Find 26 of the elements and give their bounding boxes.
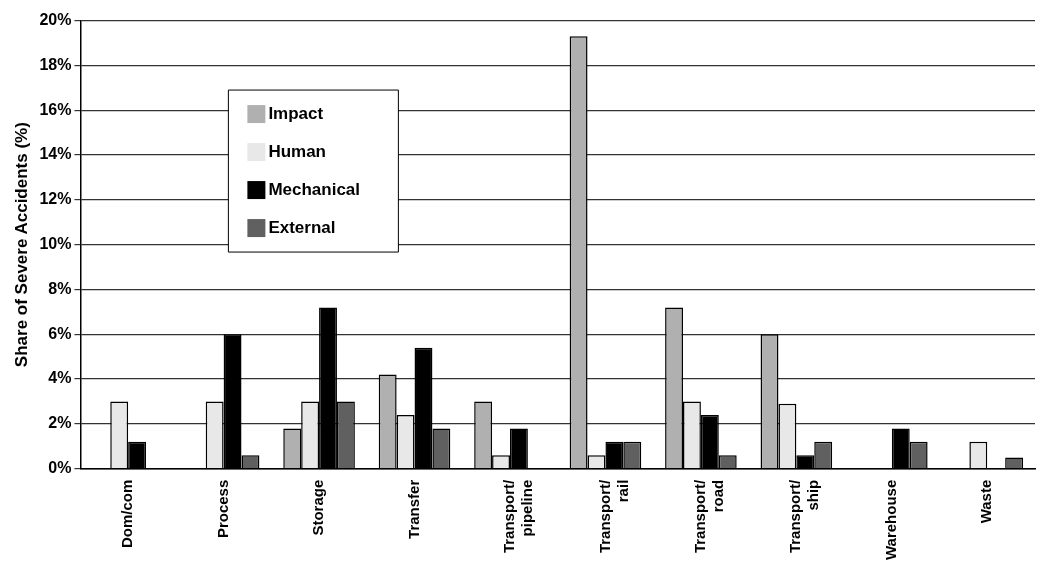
y-tick-label: 14% xyxy=(39,145,72,163)
x-tick-label: Warehouse xyxy=(881,479,899,560)
y-tick-label: 16% xyxy=(39,100,72,118)
legend-label: Mechanical xyxy=(268,179,361,199)
x-tick-label: Waste xyxy=(977,479,995,524)
y-tick-label: 18% xyxy=(39,55,72,73)
y-tick-label: 2% xyxy=(48,414,72,432)
x-tick-label: Transport/road xyxy=(691,478,727,554)
y-tick-label: 8% xyxy=(48,279,72,297)
y-tick-label: 12% xyxy=(39,190,72,208)
x-tick-label: Storage xyxy=(309,479,327,536)
y-tick-label: 4% xyxy=(48,369,72,387)
legend-label: Human xyxy=(268,141,327,161)
legend-label: Impact xyxy=(268,103,324,123)
x-tick-label: Transport/rail xyxy=(595,478,631,554)
y-tick-label: 10% xyxy=(39,235,72,253)
y-tick-label: 0% xyxy=(48,459,72,477)
x-tick-label: Transfer xyxy=(404,479,422,539)
y-axis-title: Share of Severe Accidents (%) xyxy=(11,122,31,368)
x-tick-label: Dom/com xyxy=(118,479,136,549)
y-tick-label: 20% xyxy=(39,11,72,29)
legend-label: External xyxy=(268,217,336,237)
x-tick-label: Transport/pipeline xyxy=(500,478,536,554)
x-tick-label: Process xyxy=(213,479,231,539)
x-tick-label: Transport/ship xyxy=(786,478,822,554)
y-tick-label: 6% xyxy=(48,324,72,342)
